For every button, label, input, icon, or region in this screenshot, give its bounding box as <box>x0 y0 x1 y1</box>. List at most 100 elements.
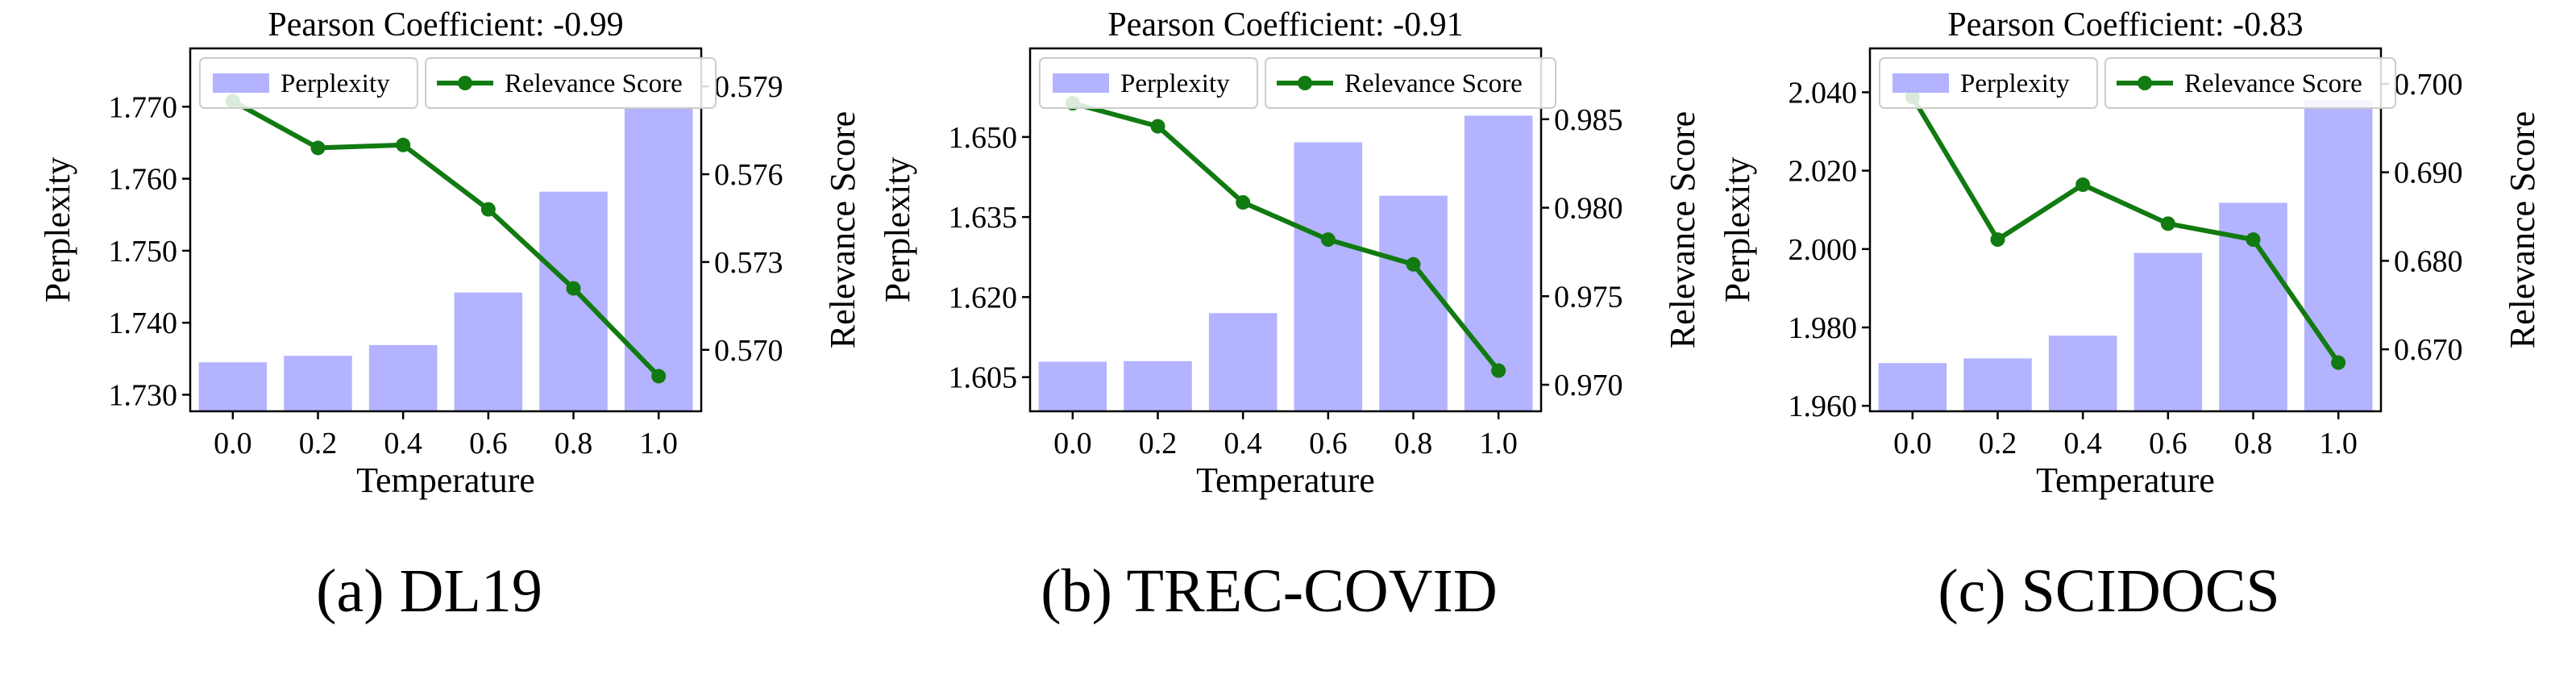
x-tick-label: 0.4 <box>2063 427 2102 460</box>
x-tick-label: 0.6 <box>1309 427 1348 460</box>
y-left-tick-label: 1.750 <box>109 235 178 269</box>
relevance-score-polyline <box>1910 95 2341 365</box>
panel-dl19: 0.0 0.2 0.4 0.6 0.8 1.0 1.730 1.740 1.750 1.760 1.… <box>0 0 858 700</box>
y-right-tick-label: 0.576 <box>714 158 783 192</box>
x-tick-label: 0.0 <box>1053 427 1092 460</box>
legend-label-perplexity: Perplexity <box>1120 69 1230 98</box>
x-tick-label: 0.0 <box>1893 427 1932 460</box>
perplexity-bars <box>198 106 693 412</box>
y-left-tick-label: 1.960 <box>1789 390 1858 423</box>
y-left-tick-label: 1.980 <box>1789 311 1858 345</box>
legend: Perplexity Relevance Score <box>1879 57 2396 109</box>
relevance-score-point <box>2246 232 2261 248</box>
relevance-score-point <box>1320 232 1336 248</box>
perplexity-bar <box>1208 313 1278 411</box>
perplexity-bar <box>368 344 438 411</box>
y-left-tick-label: 2.000 <box>1789 233 1858 267</box>
chart-scidocs: 0.0 0.2 0.4 0.6 0.8 1.0 1.960 1.980 2.000 2.020 2.… <box>1718 6 2538 500</box>
x-tick-label: 0.2 <box>1979 427 2017 460</box>
caption-dl19: (a) DL19 <box>316 557 542 625</box>
relevance-score-point <box>651 369 667 384</box>
y-left-tick-label: 1.650 <box>949 121 1018 155</box>
relevance-score-polyline <box>1072 101 1501 373</box>
y-left-tick-label: 1.730 <box>109 378 178 412</box>
perplexity-bar <box>454 292 523 411</box>
legend-box-perplexity <box>1039 57 1258 109</box>
y-right-tick-label: 0.980 <box>1554 192 1623 226</box>
relevance-score-point <box>396 137 411 152</box>
y-left-tick-label: 1.605 <box>949 361 1018 395</box>
y-right-tick-label: 0.970 <box>1554 369 1623 402</box>
y-left-tick-label: 2.020 <box>1789 155 1858 189</box>
y-right-axis-label: Relevance Score <box>2503 111 2538 348</box>
x-axis-label: Temperature <box>2036 460 2215 500</box>
legend-swatch-relevance-point <box>458 76 472 90</box>
legend: Perplexity Relevance Score <box>1039 57 1556 109</box>
x-axis-label: Temperature <box>356 460 535 500</box>
relevance-score-point <box>480 202 496 217</box>
x-axis-label: Temperature <box>1196 460 1375 500</box>
chart-title: Pearson Coefficient: -0.91 <box>1107 6 1463 44</box>
legend-swatch-perplexity <box>1893 73 1949 93</box>
legend-swatch-relevance-point <box>2138 76 2152 90</box>
x-tick-label: 1.0 <box>639 427 678 460</box>
y-right-tick-label: 0.579 <box>714 70 783 104</box>
x-tick-label: 1.0 <box>1479 427 1518 460</box>
legend-label-relevance: Relevance Score <box>505 69 683 98</box>
relevance-score-point <box>2075 177 2091 193</box>
relevance-score-point <box>1990 232 2005 248</box>
caption-scidocs: (c) SCIDOCS <box>1938 557 2280 625</box>
legend-label-perplexity: Perplexity <box>1960 69 2070 98</box>
legend: Perplexity Relevance Score <box>199 57 717 109</box>
y-left-tick-label: 1.770 <box>109 90 178 124</box>
x-tick-label: 0.4 <box>384 427 422 460</box>
perplexity-bar <box>1464 115 1533 411</box>
y-left-tick-label: 1.740 <box>109 306 178 340</box>
x-tick-label: 1.0 <box>2319 427 2358 460</box>
x-tick-label: 0.2 <box>1139 427 1178 460</box>
y-left-tick-label: 1.620 <box>949 281 1018 315</box>
perplexity-bar <box>1038 361 1107 411</box>
y-right-tick-label: 0.700 <box>2394 68 2463 102</box>
relevance-score-point <box>2331 355 2346 370</box>
y-right-tick-label: 0.975 <box>1554 280 1623 314</box>
y-left-axis-label: Perplexity <box>38 157 77 303</box>
y-right-tick-label: 0.573 <box>714 246 783 280</box>
legend-box-relevance <box>425 57 717 109</box>
legend-label-relevance: Relevance Score <box>1344 69 1523 98</box>
perplexity-bar <box>1294 142 1363 411</box>
chart-dl19: 0.0 0.2 0.4 0.6 0.8 1.0 1.730 1.740 1.750 1.760 1.… <box>38 6 858 500</box>
y-right-axis-label: Relevance Score <box>1663 111 1698 348</box>
relevance-score-point <box>1150 119 1165 134</box>
relevance-score-polyline <box>231 98 661 378</box>
perplexity-bars <box>1038 115 1533 411</box>
x-tick-label: 0.4 <box>1224 427 1262 460</box>
relevance-score-point <box>1406 256 1421 272</box>
y-left-axis-label: Perplexity <box>1718 157 1757 303</box>
caption-trec-covid: (b) TREC-COVID <box>1041 557 1498 625</box>
legend-box-relevance <box>1265 57 1556 109</box>
x-tick-label: 0.8 <box>1394 427 1433 460</box>
chart-trec-covid: 0.0 0.2 0.4 0.6 0.8 1.0 1.605 1.620 1.635 1.650 0.… <box>878 6 1698 500</box>
chart-title: Pearson Coefficient: -0.99 <box>268 6 623 44</box>
x-tick-label: 0.8 <box>555 427 593 460</box>
legend-swatch-perplexity <box>213 73 269 93</box>
perplexity-bar <box>2134 252 2203 411</box>
perplexity-bar <box>1963 358 2032 411</box>
x-tick-label: 0.6 <box>469 427 508 460</box>
perplexity-bar <box>1124 360 1192 411</box>
y-right-tick-label: 0.570 <box>714 334 783 368</box>
relevance-score-point <box>1236 194 1251 210</box>
y-left-tick-label: 1.635 <box>949 201 1018 235</box>
chart-title: Pearson Coefficient: -0.83 <box>1947 6 2303 44</box>
legend-swatch-perplexity <box>1053 73 1109 93</box>
plot-frame <box>1028 47 1543 413</box>
x-tick-label: 0.0 <box>214 427 252 460</box>
perplexity-bar <box>1878 363 1947 411</box>
relevance-score-point <box>310 140 326 156</box>
legend-label-relevance: Relevance Score <box>2184 69 2362 98</box>
y-right-axis-label: Relevance Score <box>823 111 858 348</box>
panel-trec-covid: 0.0 0.2 0.4 0.6 0.8 1.0 1.605 1.620 1.635 1.650 0.… <box>840 0 1698 700</box>
y-right-tick-label: 0.985 <box>1554 103 1623 137</box>
